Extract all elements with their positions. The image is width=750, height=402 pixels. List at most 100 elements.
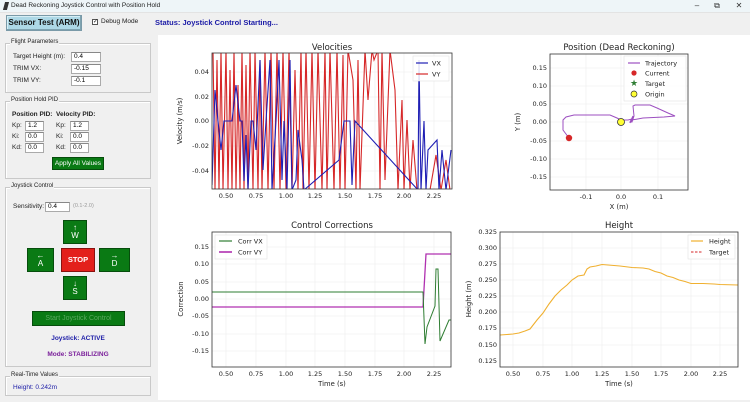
height-readout: Height: 0.242m: [13, 384, 58, 391]
y-tick: 0.125: [478, 357, 497, 365]
plot-canvas[interactable]: Velocities 0.04 0.02 0.00 -0.02 -0.04 0.…: [158, 35, 750, 400]
move-left-button[interactable]: ← A: [27, 248, 54, 272]
y-tick: -0.15: [192, 347, 209, 355]
legend: VX VY: [412, 55, 450, 82]
velocity-kp-input[interactable]: 1.2: [70, 121, 89, 131]
move-forward-button[interactable]: ↑ W: [63, 220, 87, 244]
legend: Trajectory Current ★ Target Origin: [623, 55, 687, 102]
legend-label: Target: [644, 80, 666, 88]
x-tick: 1.50: [338, 192, 352, 200]
velocity-ki-label: Ki:: [56, 133, 64, 140]
velocity-kp-label: Kp:: [56, 122, 66, 129]
grid: [212, 232, 451, 367]
legend-label: Current: [645, 70, 670, 78]
arrow-left-icon: ←: [36, 251, 45, 260]
position-ki-input[interactable]: 0.0: [25, 132, 44, 142]
x-tick: 1.00: [279, 192, 293, 200]
velocity-ki-input[interactable]: 0.0: [70, 132, 89, 142]
window-title: Dead Reckoning Joystick Control with Pos…: [11, 2, 161, 9]
y-tick: -0.04: [192, 167, 209, 175]
start-joystick-control-button[interactable]: Start Joystick Control: [32, 311, 125, 326]
legend: Corr VX Corr VY: [214, 234, 268, 260]
legend-label: Origin: [645, 91, 665, 99]
y-tick: 0.02: [195, 93, 209, 101]
velocity-kd-input[interactable]: 0.0: [70, 143, 89, 153]
x-tick-labels: 0.50 0.75 1.00 1.25 1.50 1.75 2.00 2.25: [219, 370, 441, 378]
y-tick: 0.150: [478, 341, 497, 349]
x-tick: 2.25: [713, 370, 727, 378]
x-tick: 0.50: [219, 370, 233, 378]
frame-title: Flight Parameters: [10, 39, 60, 45]
x-tick: 1.25: [595, 370, 609, 378]
frame-title: Joystick Control: [10, 183, 55, 189]
y-tick: -0.05: [530, 137, 547, 145]
move-right-button[interactable]: → D: [99, 248, 130, 272]
sensor-test-button[interactable]: Sensor Test (ARM): [6, 15, 82, 31]
vx-series-line: [212, 59, 452, 189]
legend-label: Corr VX: [238, 238, 263, 246]
y-tick: -0.02: [192, 142, 209, 150]
trim-vx-input[interactable]: -0.15: [71, 64, 101, 74]
x-tick: 1.75: [368, 370, 382, 378]
x-tick: 2.00: [397, 192, 411, 200]
y-tick: -0.10: [530, 155, 547, 163]
x-tick: -0.1: [580, 193, 593, 201]
checkbox-checked-icon[interactable]: ✓: [92, 18, 99, 25]
chart-title: Position (Dead Reckoning): [563, 43, 674, 53]
y-tick-labels: 0.15 0.10 0.05 0.00 -0.05 -0.10 -0.15: [192, 243, 209, 355]
y-tick: 0.05: [195, 278, 209, 286]
key-label: W: [71, 231, 79, 240]
trajectory-line: [562, 104, 676, 139]
real-time-values-frame: Real-Time Values Height: 0.242m: [5, 372, 151, 396]
current-position-marker: [565, 134, 573, 142]
height-chart: Height 0.325 0.300 0.275 0.250 0.225 0.2…: [465, 221, 739, 388]
height-series-line: [499, 263, 739, 336]
y-tick: 0.10: [195, 260, 209, 268]
apply-all-values-button[interactable]: Apply All Values: [52, 157, 104, 170]
key-label: D: [111, 259, 118, 268]
move-backward-button[interactable]: ↓ S: [63, 276, 87, 300]
sensitivity-input[interactable]: 0.4: [45, 202, 70, 212]
legend-label: Corr VY: [238, 249, 262, 257]
x-tick: 1.75: [654, 370, 668, 378]
x-tick: 0.75: [249, 192, 263, 200]
legend-label: VX: [432, 60, 441, 68]
y-tick-labels: 0.15 0.10 0.05 0.00 -0.05 -0.10 -0.15: [530, 64, 547, 181]
app-feather-icon: [2, 2, 10, 10]
position-kp-input[interactable]: 1.2: [25, 121, 44, 131]
legend-label: VY: [432, 71, 440, 79]
y-tick-labels: 0.325 0.300 0.275 0.250 0.225 0.200 0.17…: [478, 228, 497, 365]
debug-mode-label: Debug Mode: [101, 18, 139, 25]
velocities-chart: Velocities 0.04 0.02 0.00 -0.02 -0.04 0.…: [176, 43, 453, 200]
y-tick: 0.175: [478, 324, 497, 332]
y-tick: -0.10: [192, 330, 209, 338]
position-kd-input[interactable]: 0.0: [25, 143, 44, 153]
y-tick: 0.00: [195, 117, 209, 125]
close-icon[interactable]: ✕: [735, 1, 743, 10]
y-tick-labels: 0.04 0.02 0.00 -0.02 -0.04: [192, 68, 209, 175]
x-tick: 2.00: [684, 370, 698, 378]
position-chart: Position (Dead Reckoning) 0.15 0.10 0.05…: [514, 43, 689, 211]
trim-vy-input[interactable]: -0.1: [71, 76, 101, 86]
y-tick: 0.325: [478, 228, 497, 236]
y-tick: 0.225: [478, 292, 497, 300]
position-kp-label: Kp:: [12, 122, 22, 129]
window-titlebar: Dead Reckoning Joystick Control with Pos…: [0, 0, 750, 13]
x-tick: 0.1: [653, 193, 663, 201]
trim-vx-label: TRIM VX:: [13, 65, 42, 72]
chart-title: Height: [605, 221, 634, 231]
position-pid-header: Position PID:: [12, 111, 53, 118]
position-kd-label: Kd:: [12, 144, 22, 151]
debug-mode-checkbox[interactable]: ✓ Debug Mode: [92, 18, 138, 25]
legend-label: Height: [709, 238, 731, 246]
x-tick: 2.25: [427, 370, 441, 378]
key-label: S: [72, 287, 78, 296]
minimize-icon[interactable]: –: [694, 1, 700, 10]
target-height-input[interactable]: 0.4: [71, 52, 101, 62]
x-tick-labels: 0.50 0.75 1.00 1.25 1.50 1.75 2.00 2.25: [506, 370, 727, 378]
stop-button[interactable]: STOP: [61, 248, 95, 272]
sensitivity-range-hint: (0.1-2.0): [73, 203, 94, 209]
maximize-icon[interactable]: ⧉: [714, 1, 720, 10]
joystick-status-text: Joystick: ACTIVE: [51, 335, 105, 342]
axes-frame: [211, 231, 452, 368]
